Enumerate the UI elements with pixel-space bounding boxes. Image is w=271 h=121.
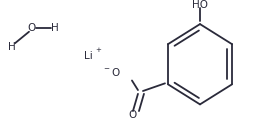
Text: +: + [95,47,101,53]
Text: $\mathdefault{^-}$O: $\mathdefault{^-}$O [102,66,121,78]
Text: HO: HO [192,0,208,10]
Text: H: H [51,23,59,33]
Text: Li: Li [84,51,92,61]
Text: H: H [8,42,16,52]
Text: O: O [28,23,36,33]
Text: O: O [129,110,137,120]
